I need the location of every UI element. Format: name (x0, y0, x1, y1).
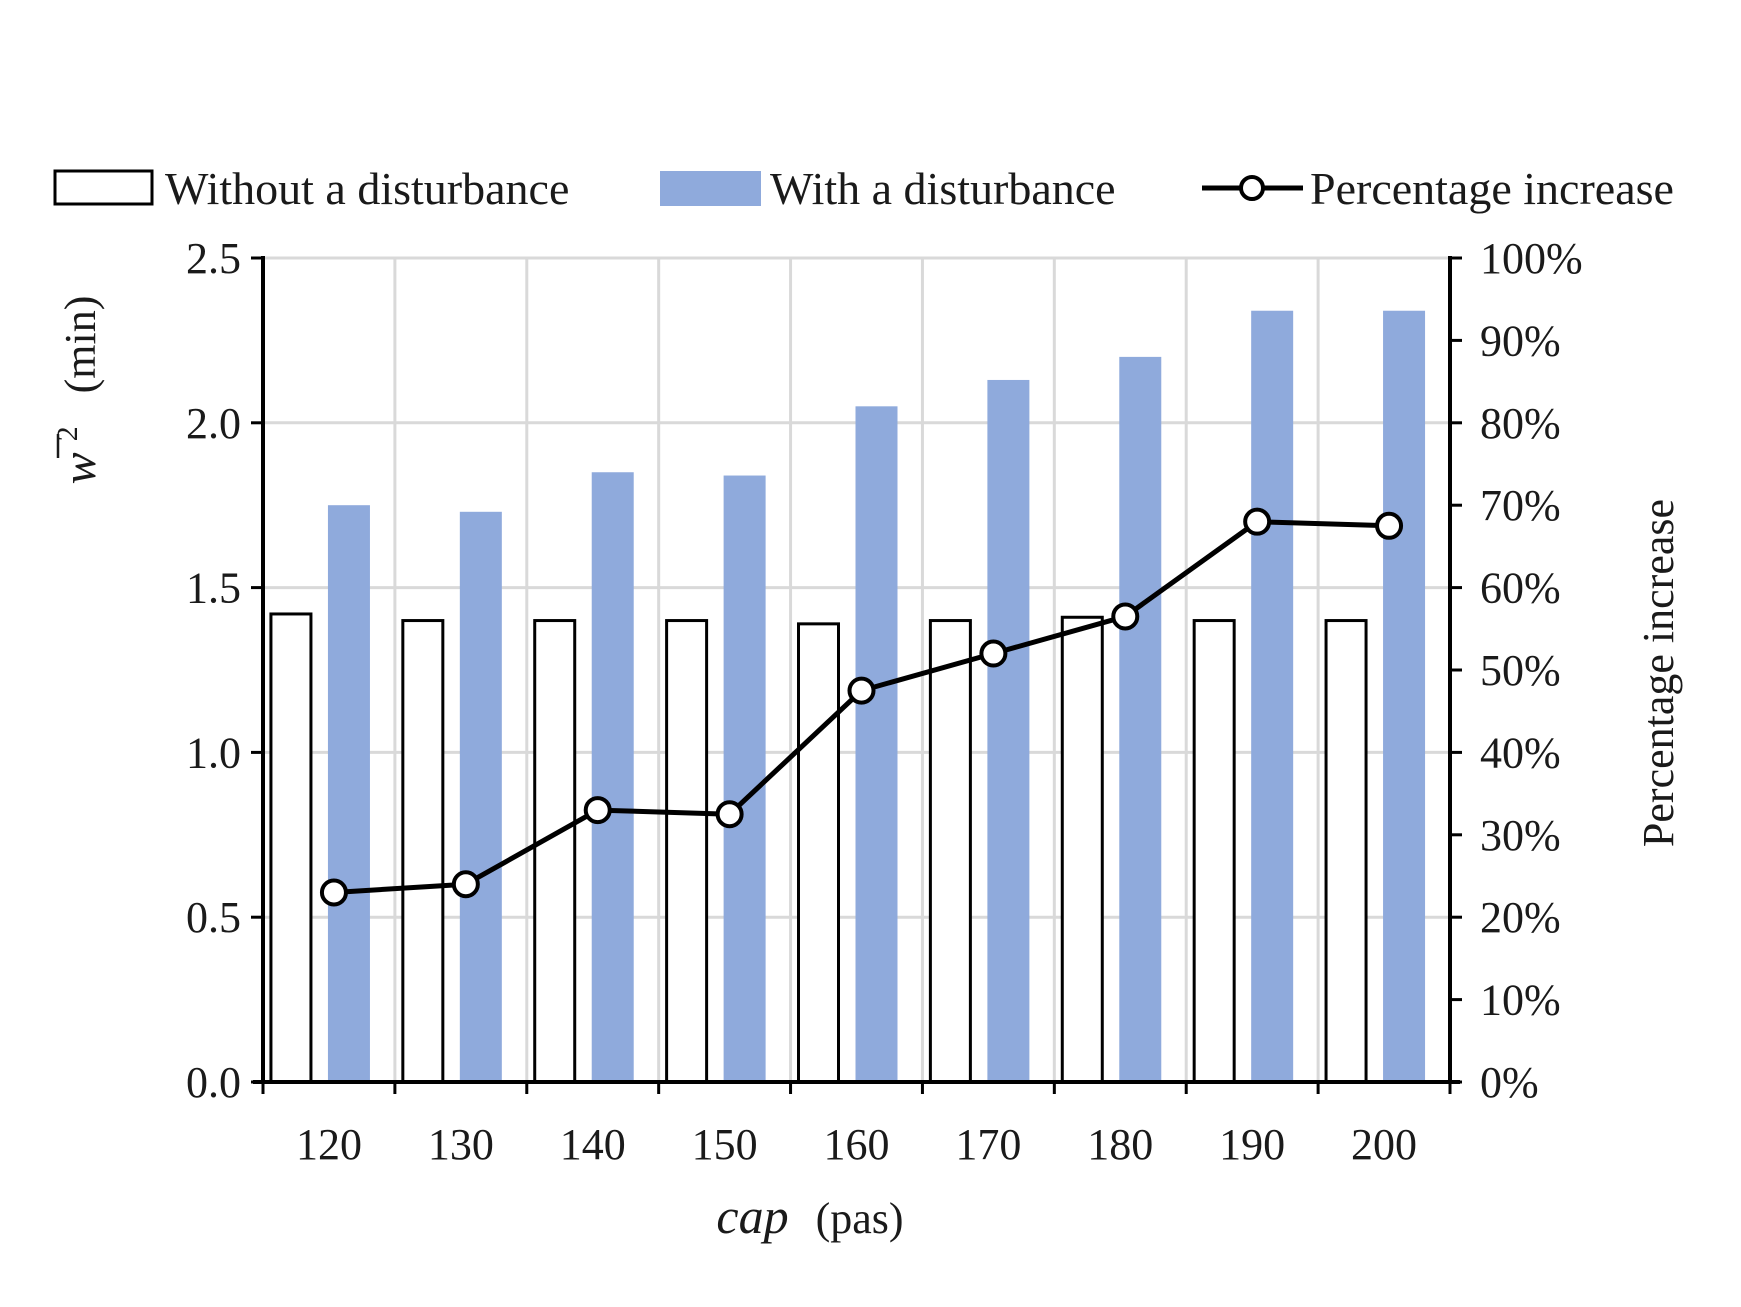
y-right-tick-label: 70% (1480, 481, 1561, 530)
percentage-increase-marker (319, 878, 348, 907)
y-right-tick-label: 30% (1480, 811, 1561, 860)
bar-without-disturbance (401, 619, 445, 1084)
percentage-increase-marker (1375, 511, 1404, 540)
legend-pct-marker (1239, 175, 1265, 201)
y-left-tick-label: 0.0 (186, 1058, 241, 1107)
x-tick-label: 170 (955, 1120, 1021, 1169)
bar-with-disturbance (1251, 310, 1294, 1083)
legend-without-swatch (53, 169, 154, 206)
x-axis-title: cap (pas) (716, 1188, 903, 1244)
y-left-axis-title: w 2 (min) (38, 296, 106, 485)
y-right-axis-title: Percentage increase (1634, 499, 1683, 847)
y-right-tick-label: 60% (1480, 564, 1561, 613)
y-right-tick-label: 80% (1480, 399, 1561, 448)
y-left-tick-label: 1.5 (186, 564, 241, 613)
bar-without-disturbance (1192, 619, 1236, 1084)
x-tick-label: 190 (1219, 1120, 1285, 1169)
percentage-increase-marker (979, 639, 1008, 668)
legend-with-label: With a disturbance (770, 163, 1116, 214)
bar-with-disturbance (459, 511, 502, 1082)
legend-pct-label: Percentage increase (1310, 163, 1674, 214)
y-right-tick-label: 40% (1480, 728, 1561, 777)
percentage-increase-marker (451, 870, 480, 899)
x-tick-label: 120 (296, 1120, 362, 1169)
x-tick-label: 160 (824, 1120, 890, 1169)
y-left-tick-label: 2.5 (186, 234, 241, 283)
y-left-tick-label: 0.5 (186, 893, 241, 942)
y-left-title-sup: 2 (51, 426, 84, 441)
bar-with-disturbance (591, 472, 634, 1082)
y-right-tick-label: 10% (1480, 976, 1561, 1025)
bar-with-disturbance (327, 505, 370, 1082)
bar-without-disturbance (928, 619, 972, 1084)
legend: Without a disturbance With a disturbance… (53, 163, 1674, 214)
percentage-increase-marker (1243, 507, 1272, 536)
axes (251, 256, 1462, 1094)
y-right-tick-label: 0% (1480, 1058, 1539, 1107)
bar-without-disturbance (1324, 619, 1368, 1084)
bar-without-disturbance (533, 619, 577, 1084)
bar-with-disturbance (1383, 310, 1426, 1083)
bars (269, 310, 1426, 1084)
percentage-increase-marker (847, 676, 876, 705)
bar-without-disturbance (797, 622, 840, 1084)
x-axis-title-unit: (pas) (816, 1194, 904, 1243)
y-right-tick-label: 20% (1480, 893, 1561, 942)
x-tick-label: 200 (1351, 1120, 1417, 1169)
bar-without-disturbance (1060, 615, 1104, 1084)
legend-without-label: Without a disturbance (165, 163, 569, 214)
bar-with-disturbance (987, 379, 1030, 1082)
percentage-increase-marker (1111, 602, 1140, 631)
percentage-increase-marker (583, 796, 612, 825)
y-left-title-unit: (min) (56, 296, 105, 394)
y-right-tick-label: 100% (1480, 234, 1583, 283)
bar-with-disturbance (1119, 356, 1162, 1082)
bar-without-disturbance (665, 619, 709, 1084)
y-right-tick-label: 50% (1480, 646, 1561, 695)
svg-text:w 2 (min): w 2 (min) (38, 296, 106, 485)
bar-with-disturbance (723, 475, 766, 1082)
x-tick-label: 140 (560, 1120, 626, 1169)
x-tick-label: 150 (692, 1120, 758, 1169)
y-left-tick-label: 1.0 (186, 728, 241, 777)
y-left-title-symbol: w (53, 452, 106, 484)
percentage-line (319, 507, 1404, 907)
percentage-increase-marker (715, 800, 744, 829)
tick-labels: 0.0 0.5 1.0 1.5 2.0 2.5 0% 10% 20% 30% 40% 50% 60% 70… (186, 234, 1583, 1169)
y-right-tick-label: 90% (1480, 316, 1561, 365)
x-tick-label: 180 (1087, 1120, 1153, 1169)
y-left-tick-label: 2.0 (186, 399, 241, 448)
bar-with-disturbance (855, 406, 898, 1082)
legend-with-swatch (660, 171, 761, 206)
x-tick-label: 130 (428, 1120, 494, 1169)
x-axis-title-var: cap (716, 1188, 788, 1244)
bar-without-disturbance (269, 612, 313, 1084)
